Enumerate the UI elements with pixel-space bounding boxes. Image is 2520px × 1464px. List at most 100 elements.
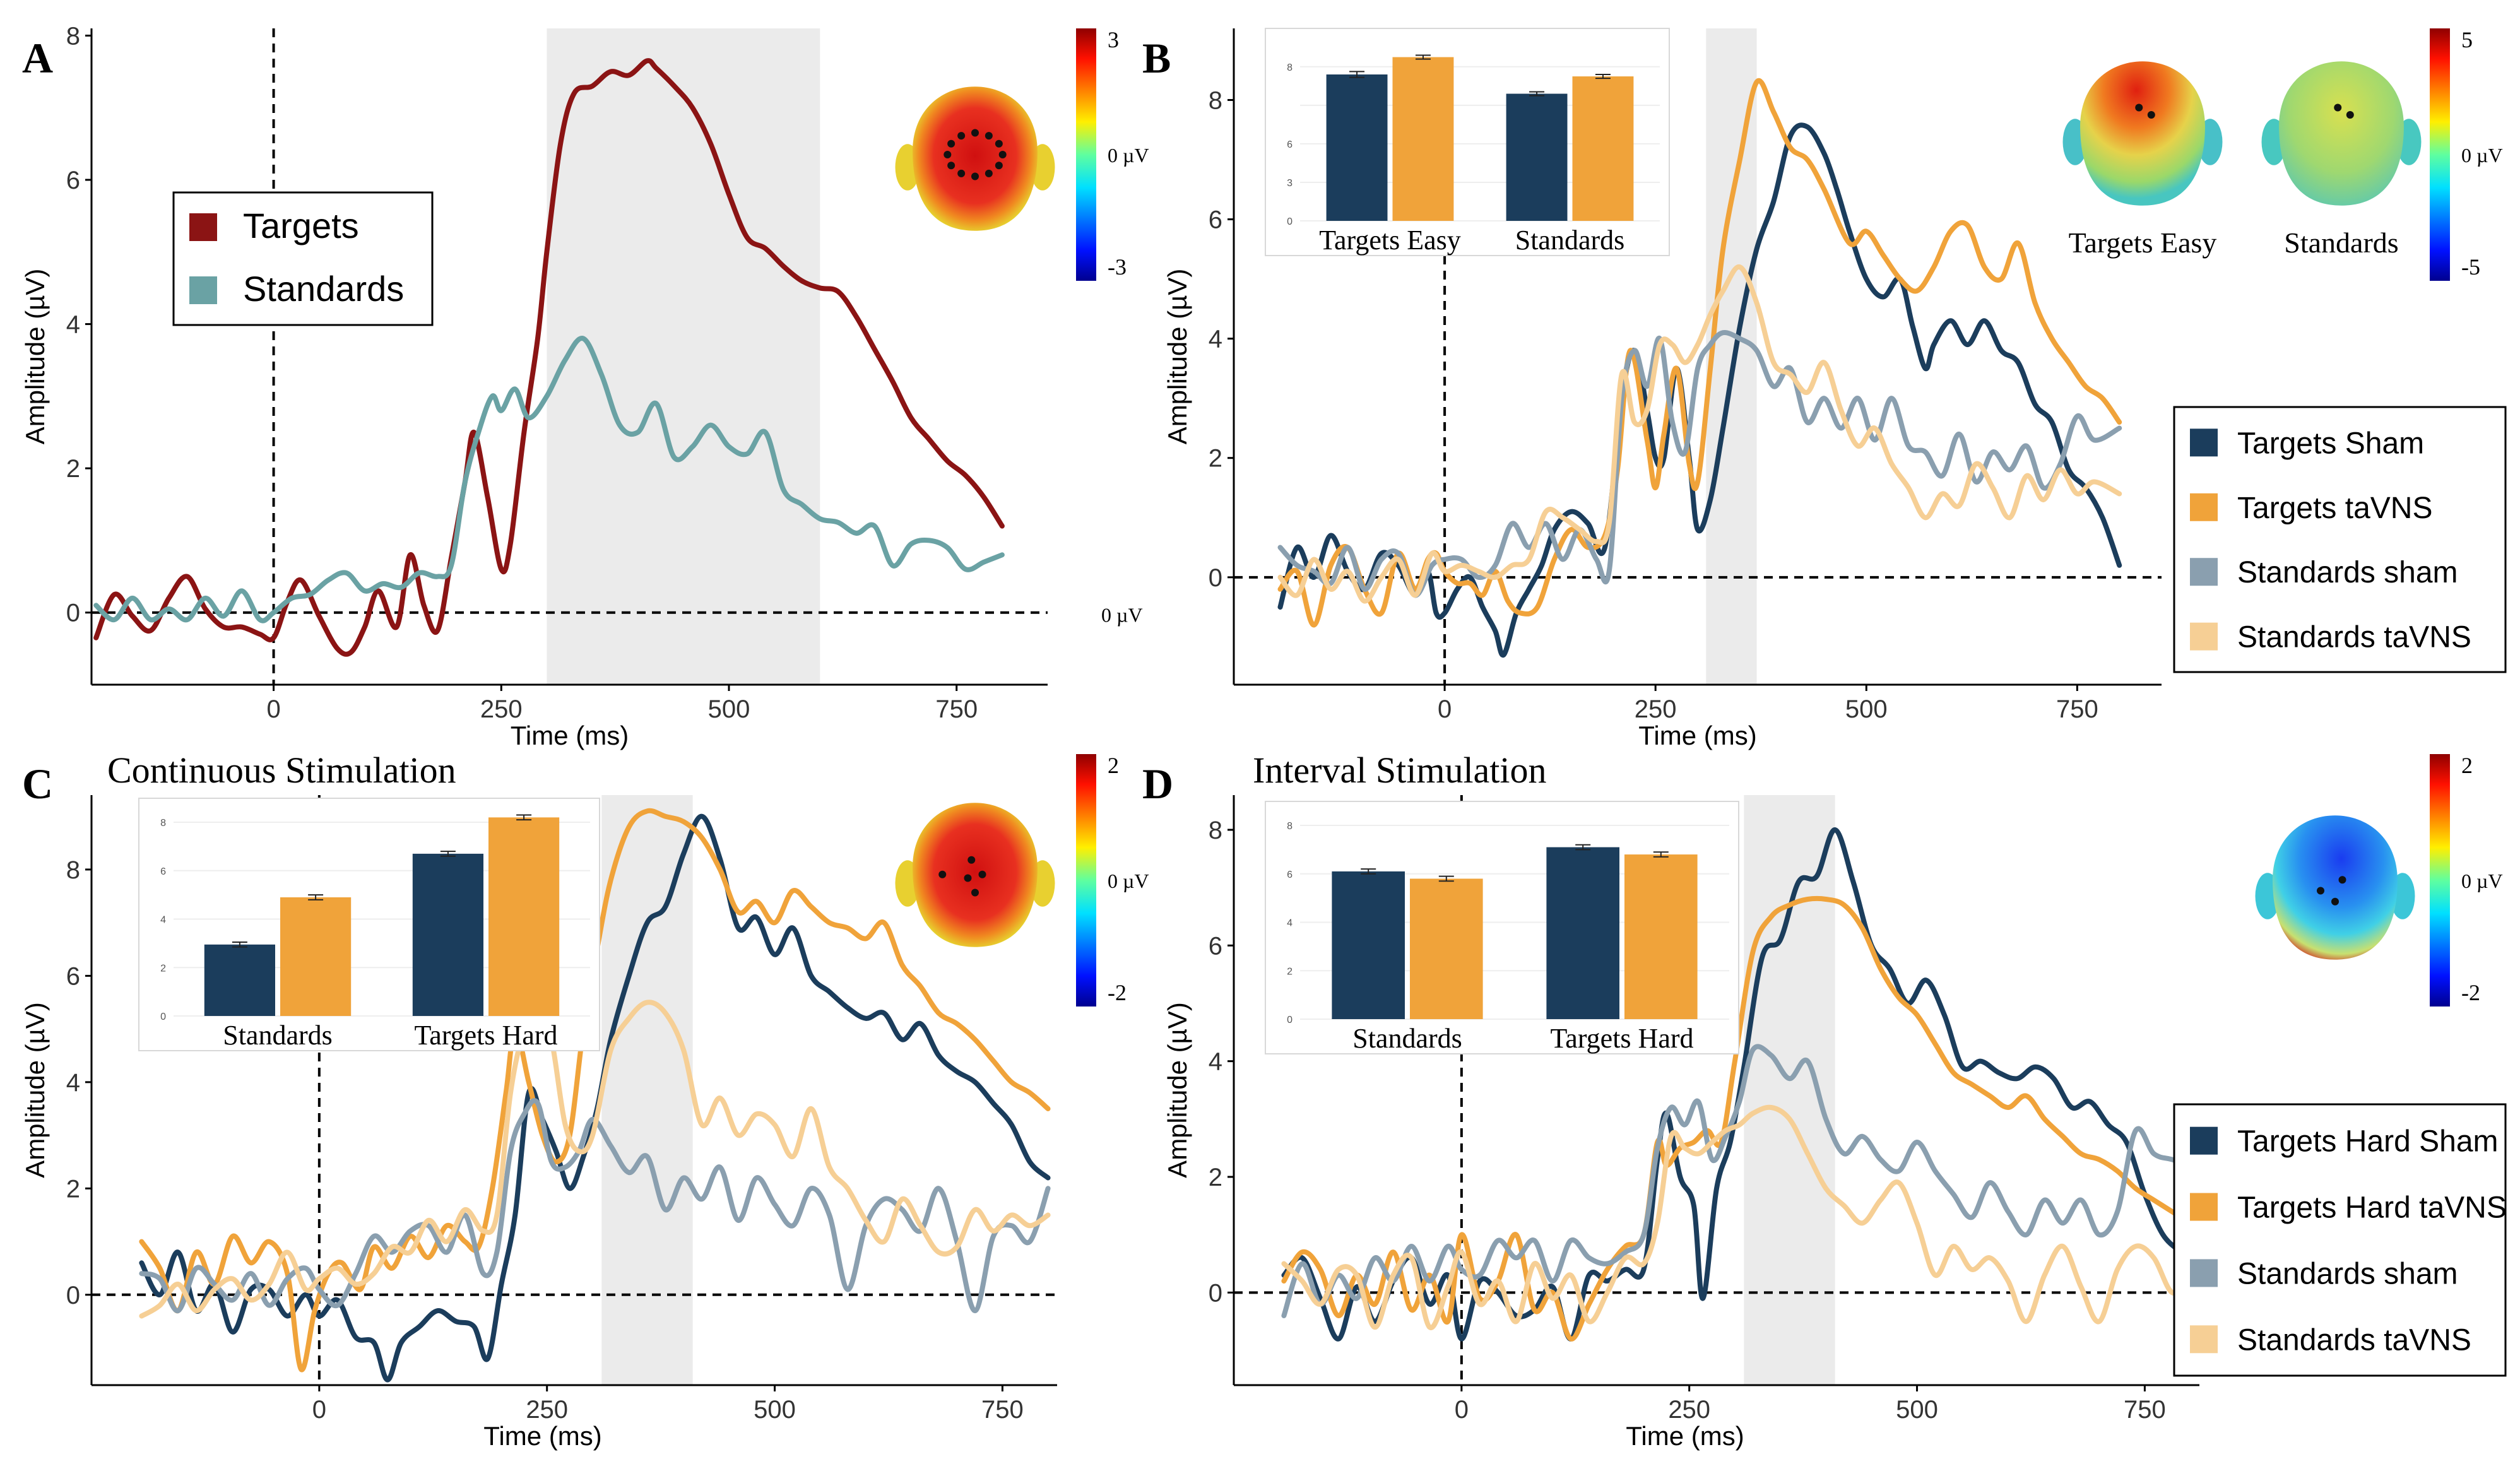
legend-swatch (2190, 558, 2218, 586)
y-tick-label: 0 (1209, 1279, 1222, 1307)
panel-c: 0 250 500 750 0 2 4 6 8 Time (ms) Amplitude (µV) C C… (20, 750, 1057, 1451)
electrode-dot (985, 169, 993, 177)
inset-category-label: Targets Hard (1550, 1023, 1693, 1054)
y-tick-label: 4 (66, 311, 80, 339)
panel-b: 0 250 500 750 0 2 4 6 8 Time (ms) Amplitude (µV) B T… (1142, 28, 2507, 750)
inset-bar (1506, 93, 1568, 221)
topomap (895, 86, 1055, 231)
legend-label: Targets (243, 206, 359, 245)
x-axis-label: Time (ms) (1626, 1421, 1744, 1451)
legend-swatch (2190, 622, 2218, 651)
legend-label: Targets taVNS (2237, 492, 2432, 525)
colorbar-max-label: 2 (1108, 753, 1119, 778)
colorbar-c: 2 0 µV -2 (1076, 753, 1149, 1007)
series-line-standards-tavns (1281, 1104, 2193, 1330)
y-axis-label: Amplitude (µV) (1162, 1002, 1192, 1178)
x-tick-label: 250 (526, 1396, 568, 1424)
legend-swatch (2190, 493, 2218, 521)
x-tick-label: 250 (1668, 1396, 1710, 1424)
topomap-caption: Standards (2284, 227, 2398, 259)
inset-bar (1332, 871, 1405, 1019)
y-tick-label: 8 (1209, 86, 1222, 114)
inset-y-tick-label: 4 (160, 915, 166, 926)
inset-bar (1572, 76, 1634, 221)
x-tick-label: 0 (266, 695, 280, 723)
electrode-dot (947, 162, 955, 170)
colorbar-mid-label: 0 µV (1108, 870, 1149, 892)
electrode-dot (971, 172, 979, 180)
legend-label: Targets Hard Sham (2237, 1125, 2499, 1159)
x-tick-label: 0 (1455, 1396, 1469, 1424)
topomap-caption: Targets Easy (2069, 227, 2217, 259)
y-tick-label: 0 (1209, 564, 1222, 592)
y-axis-label: Amplitude (µV) (20, 1002, 50, 1178)
analysis-window (1706, 28, 1757, 685)
series-line-standards-sham (1281, 1044, 2193, 1318)
legend-swatch (2190, 428, 2218, 457)
electrode-dot (2338, 876, 2346, 884)
y-tick-label: 0 (66, 1282, 80, 1309)
topomap (895, 803, 1055, 947)
electrode-dot (998, 151, 1007, 158)
colorbar-gradient (1076, 28, 1096, 281)
electrode-dot (985, 132, 993, 140)
electrode-dot (995, 162, 1003, 170)
y-tick-label: 4 (1209, 326, 1222, 353)
legend: Targets Hard Sham Targets Hard taVNS Stand… (2173, 1103, 2507, 1377)
legend-label: Standards sham (2237, 1257, 2458, 1290)
series-line-standards (93, 336, 1005, 623)
y-tick-label: 4 (1209, 1048, 1222, 1076)
x-tick-label: 750 (935, 695, 978, 723)
legend-label: Standards (243, 269, 404, 309)
y-tick-label: 2 (1209, 445, 1222, 473)
legend-swatch (189, 213, 217, 241)
x-tick-label: 250 (1635, 695, 1677, 723)
x-tick-label: 500 (1845, 695, 1888, 723)
x-tick-label: 750 (981, 1396, 1024, 1424)
colorbar-max-label: 2 (2461, 753, 2473, 778)
colorbar-max-label: 5 (2461, 27, 2473, 52)
electrode-dot (2317, 887, 2324, 895)
inset-category-label: Standards (1352, 1023, 1462, 1054)
head-scalp (2279, 61, 2404, 206)
y-tick-label: 2 (1209, 1164, 1222, 1191)
legend-box (2173, 1103, 2507, 1377)
electrode-dot (967, 856, 976, 864)
y-tick-label: 6 (1209, 932, 1222, 960)
y-tick-label: 6 (1209, 206, 1222, 234)
x-tick-label: 0 (312, 1396, 326, 1424)
panel-a: 0 250 500 750 0 2 4 6 8 Time (ms) Amplitude (µV) A 0… (20, 22, 1143, 750)
x-tick-label: 0 (1438, 695, 1452, 723)
x-tick-label: 500 (754, 1396, 796, 1424)
x-axis-label: Time (ms) (1638, 721, 1756, 750)
series-line-standards-tavns (139, 1000, 1051, 1319)
inset-bar-chart-b: 0 3 6 8 Targets Easy Standards (1265, 28, 1670, 256)
inset-y-tick-label: 3 (1287, 178, 1293, 189)
series-line-standards-tavns (1277, 264, 2122, 604)
inset-y-tick-label: 0 (160, 1012, 166, 1022)
legend-box (2173, 406, 2507, 673)
series-line-targets-hard-sham (139, 813, 1051, 1383)
electrode-dot (957, 132, 966, 140)
inset-bar (1410, 878, 1483, 1019)
analysis-window (601, 795, 693, 1385)
topomap: Targets Easy (2062, 61, 2223, 259)
inset-y-tick-label: 4 (1287, 918, 1293, 929)
inset-bar (412, 853, 483, 1016)
colorbar-min-label: -5 (2461, 254, 2480, 280)
panel-label: D (1142, 760, 1173, 808)
series-line-standards-sham (139, 1098, 1051, 1314)
legend-swatch (2190, 1126, 2218, 1155)
zero-amplitude-label: 0 µV (1101, 604, 1143, 627)
inset-y-tick-label: 6 (1287, 139, 1293, 150)
inset-y-tick-label: 0 (1287, 216, 1293, 227)
inset-bar (1326, 74, 1388, 221)
legend-label: Standards sham (2237, 556, 2458, 589)
x-tick-label: 250 (480, 695, 523, 723)
x-axis-label: Time (ms) (483, 1421, 601, 1451)
colorbar-max-label: 3 (1108, 27, 1119, 52)
x-tick-label: 750 (2056, 695, 2098, 723)
inset-bar (204, 944, 275, 1016)
legend-swatch (2190, 1193, 2218, 1221)
